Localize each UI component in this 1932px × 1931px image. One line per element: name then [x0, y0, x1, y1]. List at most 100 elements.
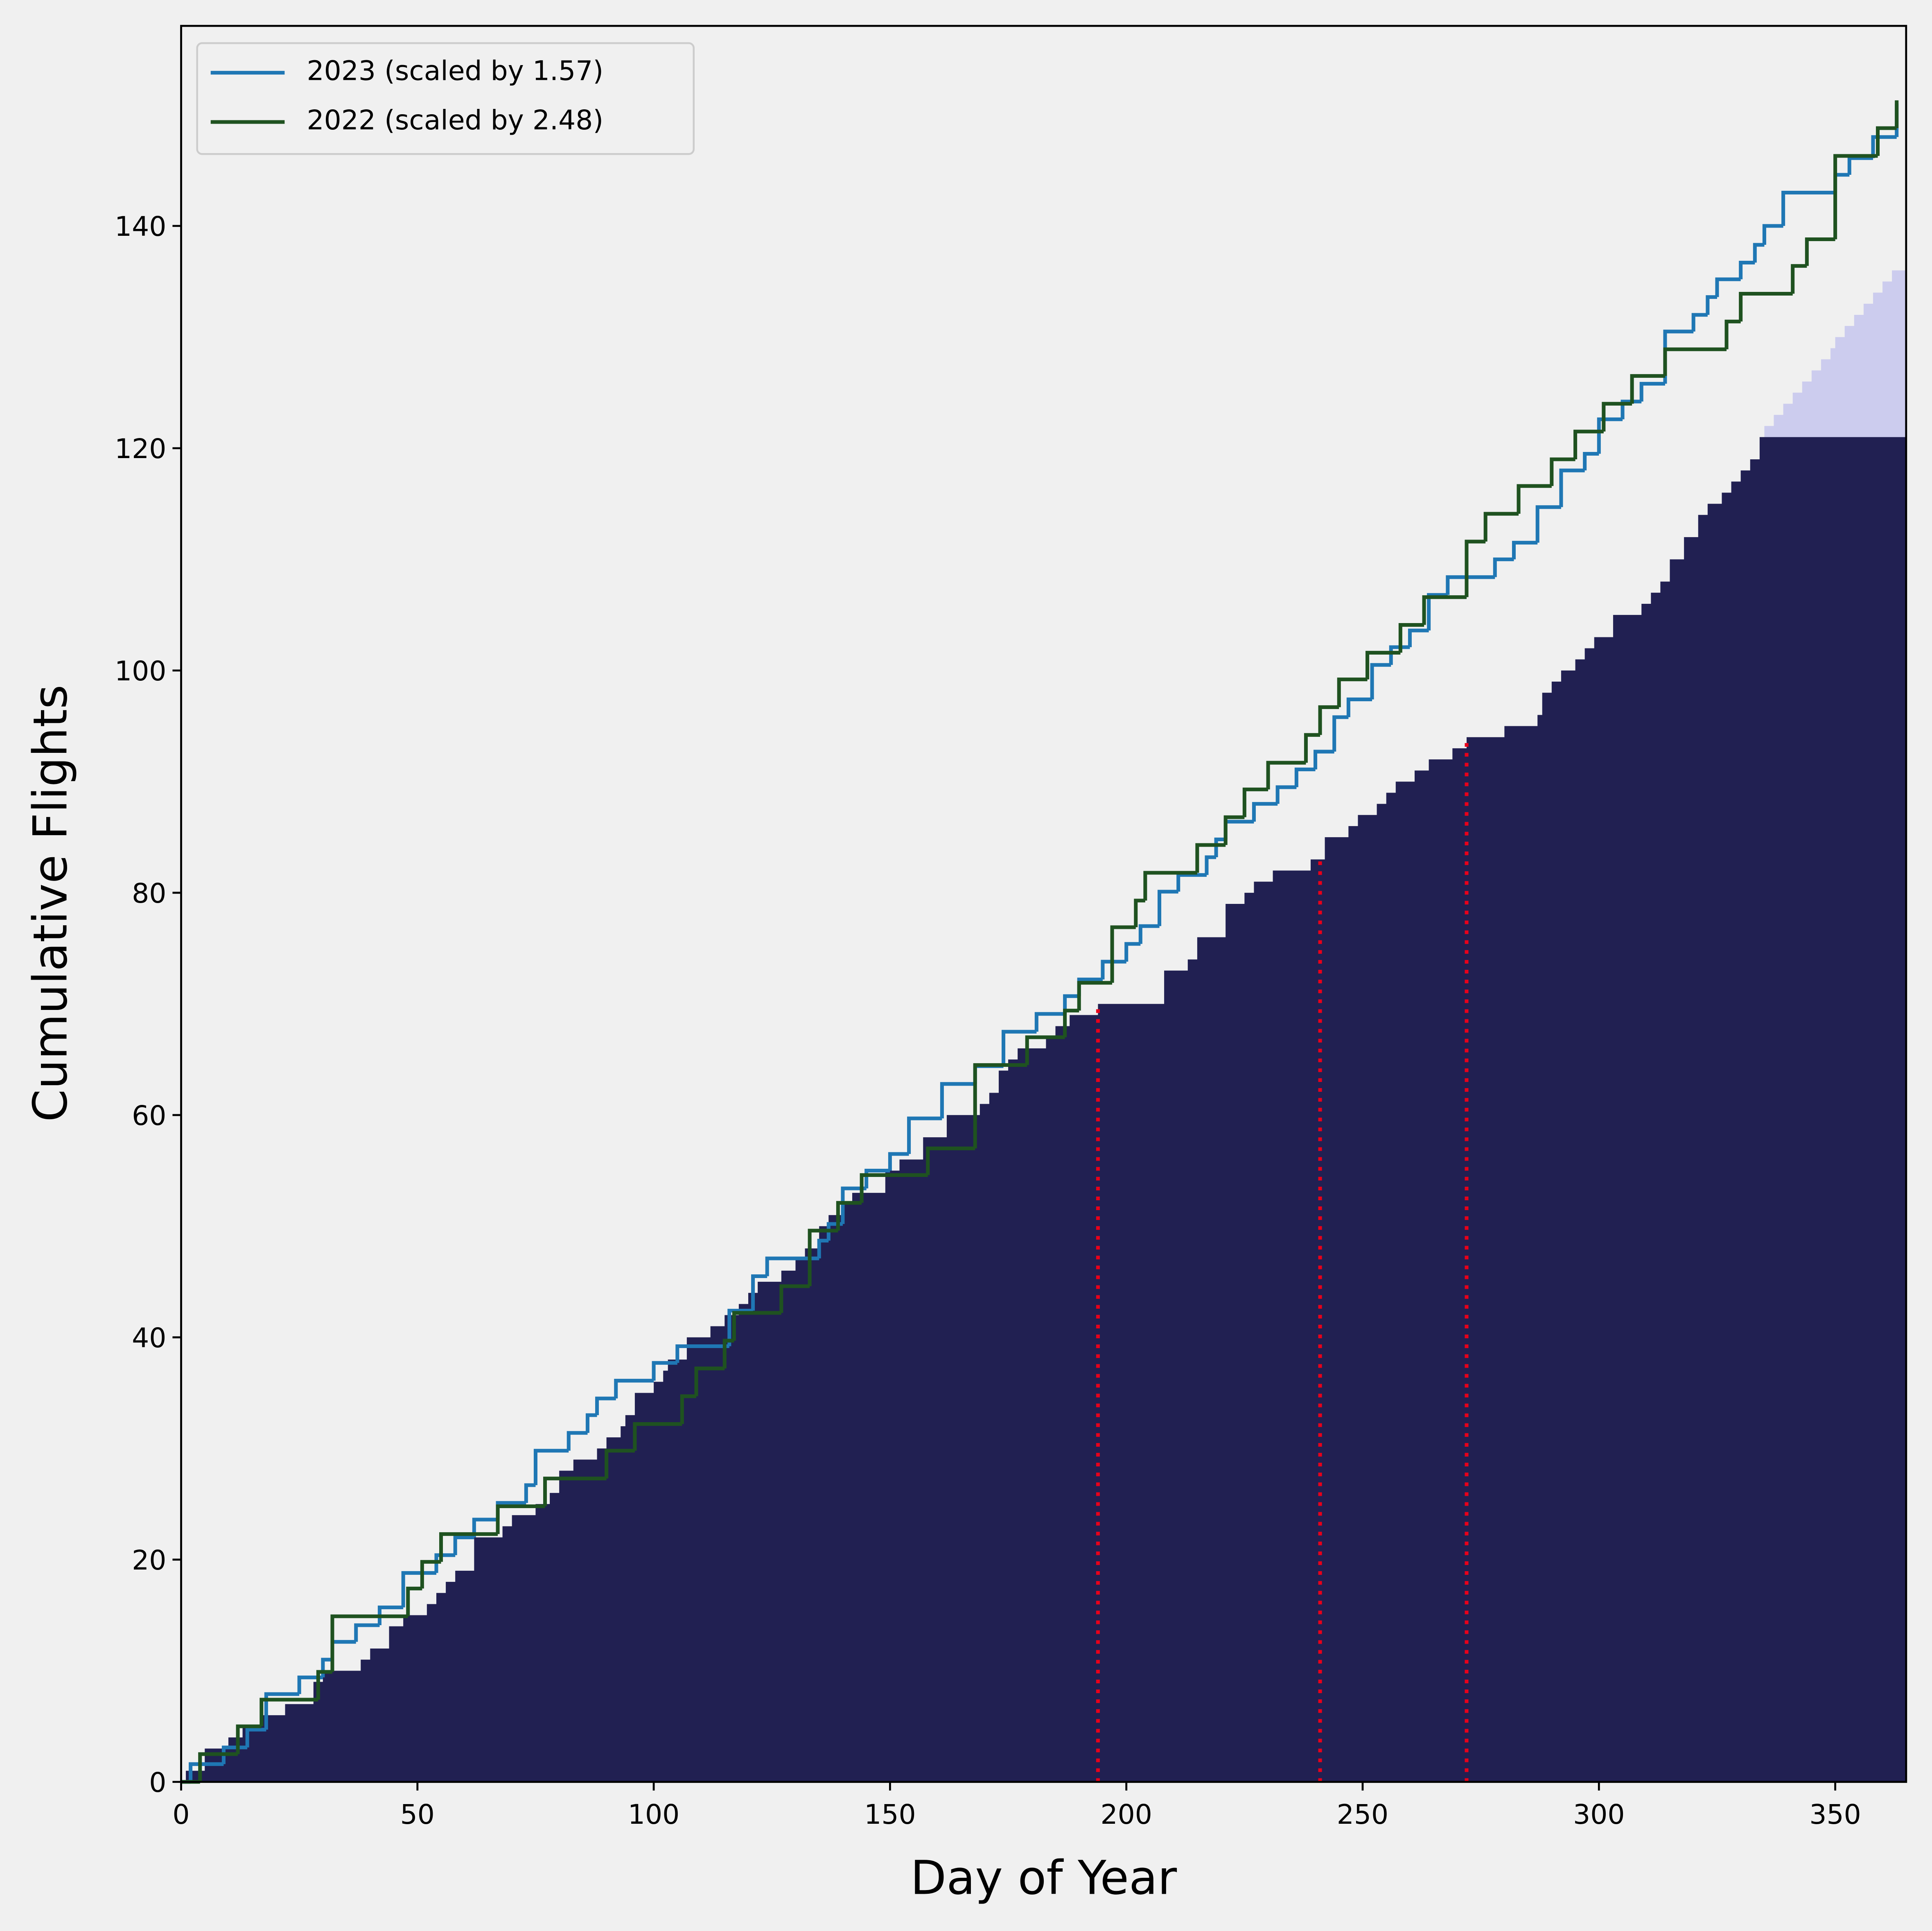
bar: [1759, 437, 1907, 1782]
y-tick-label: 120: [115, 433, 166, 465]
bar: [998, 1071, 1009, 1782]
bar: [724, 1315, 739, 1782]
line-step: [1408, 628, 1429, 647]
x-axis-label: Day of Year: [910, 1851, 1177, 1905]
line-step: [817, 1239, 829, 1259]
line-step: [1370, 663, 1391, 700]
line-step: [1063, 1009, 1079, 1037]
line-step: [1621, 400, 1642, 420]
line-step: [652, 1361, 677, 1381]
line-step: [1304, 733, 1320, 763]
bar: [989, 1093, 999, 1782]
line-step: [1110, 925, 1136, 983]
y-tick-label: 140: [115, 211, 166, 242]
legend-box: [196, 42, 695, 155]
bar: [1325, 837, 1349, 1782]
bar: [446, 1582, 456, 1782]
line-step: [973, 1063, 1027, 1149]
bar: [1613, 615, 1642, 1782]
line-step: [1337, 678, 1368, 707]
bar: [1561, 670, 1576, 1782]
bar: [1055, 1026, 1070, 1782]
line-step: [1422, 595, 1467, 625]
bar: [313, 1682, 323, 1782]
x-tick-label: 200: [1100, 1799, 1152, 1830]
line-step: [1715, 277, 1741, 297]
bar: [512, 1515, 536, 1782]
line-series: [181, 100, 1899, 1784]
line-step: [1583, 452, 1599, 471]
line-step: [1389, 645, 1410, 665]
x-tick-label: 150: [864, 1799, 916, 1830]
line-step: [1663, 347, 1727, 376]
bar: [1310, 859, 1325, 1782]
bar: [710, 1326, 725, 1782]
bar: [1537, 715, 1543, 1782]
line-step: [420, 1560, 441, 1589]
line-step: [189, 1762, 224, 1782]
line-step: [1124, 942, 1141, 962]
bar: [1244, 892, 1255, 1782]
line-step: [1550, 457, 1575, 486]
x-tick-label: 250: [1337, 1799, 1388, 1830]
line-step: [864, 1169, 890, 1189]
bar: [606, 1437, 621, 1782]
line-step: [439, 1532, 498, 1562]
line-step: [543, 1477, 607, 1506]
bar: [403, 1615, 427, 1782]
bar: [427, 1604, 437, 1782]
line-step: [316, 1670, 332, 1700]
line-step: [434, 1553, 456, 1573]
line-step: [1493, 557, 1514, 577]
line-step: [808, 1229, 838, 1286]
bar: [1575, 659, 1585, 1782]
line-step: [1001, 1030, 1037, 1066]
bar: [1641, 603, 1652, 1782]
line-step: [841, 1186, 867, 1224]
line-step: [940, 1082, 975, 1118]
bar: [1551, 682, 1562, 1782]
line-step: [1535, 505, 1561, 543]
line-step: [1446, 575, 1495, 595]
bar: [1698, 515, 1708, 1782]
line-step: [1833, 154, 1878, 239]
line-step: [1365, 650, 1401, 680]
line-step: [1597, 417, 1623, 454]
bar: [852, 1192, 886, 1782]
bar: [550, 1493, 560, 1782]
line-step: [1318, 705, 1339, 735]
bar: [1750, 459, 1760, 1782]
line-step: [524, 1483, 536, 1503]
line-step: [1559, 468, 1585, 507]
line-step: [1639, 382, 1665, 402]
line-step: [198, 1752, 238, 1782]
bar: [1740, 470, 1751, 1782]
x-tick-label: 350: [1809, 1799, 1861, 1830]
line-step: [595, 1396, 616, 1415]
line-step: [1876, 126, 1897, 156]
bar: [634, 1393, 655, 1782]
line-step: [1706, 295, 1717, 315]
y-tick-label: 100: [115, 655, 166, 687]
bar: [1429, 759, 1453, 1782]
line-step: [1266, 761, 1306, 790]
line-step: [1077, 981, 1113, 1011]
bar: [654, 1382, 664, 1782]
line-step: [260, 1698, 318, 1727]
line-step: [1138, 924, 1160, 944]
line-step: [732, 1311, 781, 1341]
line-step: [860, 1173, 928, 1203]
bar: [1098, 1004, 1165, 1782]
line-step: [1573, 429, 1604, 460]
bar: [1070, 1015, 1099, 1782]
line-step: [1762, 224, 1783, 245]
line-step: [354, 1623, 380, 1642]
line-step: [675, 1344, 729, 1363]
bar: [923, 1137, 947, 1782]
bar: [899, 1159, 924, 1782]
line-step: [1332, 715, 1349, 752]
line-step: [1739, 291, 1793, 322]
bar: [758, 1282, 782, 1782]
bar: [686, 1337, 711, 1782]
y-tick-label: 60: [132, 1100, 166, 1131]
